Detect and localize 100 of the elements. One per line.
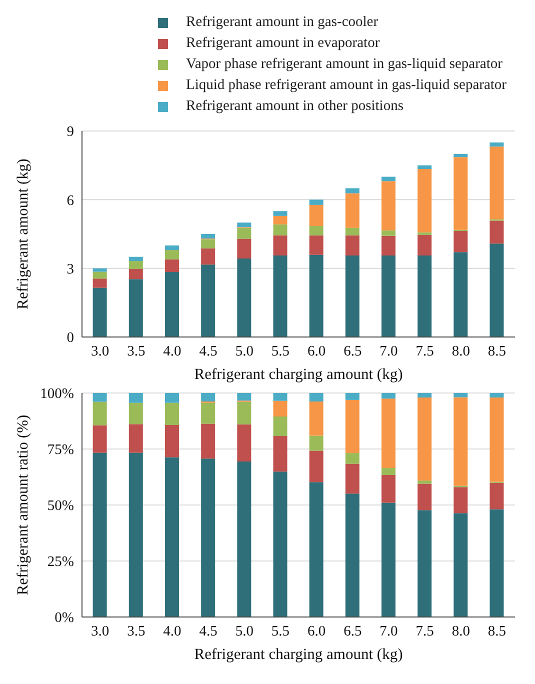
bar <box>92 402 107 426</box>
x-tick-label: 6.5 <box>344 623 362 640</box>
bar <box>273 235 288 256</box>
bar <box>381 256 396 337</box>
x-tick-label: 3.5 <box>127 623 146 640</box>
bar <box>490 142 504 147</box>
bar <box>418 480 432 484</box>
x-tick-label: 5.5 <box>271 623 290 640</box>
y-tick-label: 0% <box>54 610 74 626</box>
bar <box>418 168 432 232</box>
bar <box>418 256 432 337</box>
bar <box>309 200 324 205</box>
x-tick-label: 4.0 <box>163 343 182 360</box>
bar <box>92 393 107 402</box>
bar <box>201 458 216 617</box>
bar <box>418 165 432 169</box>
bar <box>309 402 324 436</box>
bar <box>128 424 143 453</box>
bar <box>490 482 504 510</box>
bar <box>309 436 324 451</box>
bar <box>345 400 360 454</box>
x-tick-label: 3.5 <box>127 343 146 360</box>
bar <box>381 474 396 503</box>
bar <box>309 254 324 337</box>
bar <box>381 181 396 230</box>
y-axis-title: Refrigerant amount ratio (%) <box>14 414 32 596</box>
x-tick-label: 3.0 <box>90 343 110 360</box>
x-tick-label: 6.0 <box>307 623 326 640</box>
y-tick-label: 25% <box>47 554 74 570</box>
bar <box>92 288 107 337</box>
y-tick-label: 6 <box>66 192 74 209</box>
bar <box>490 397 504 482</box>
y-tick-label: 0 <box>66 330 74 346</box>
bar <box>128 256 143 262</box>
bar <box>164 250 179 260</box>
x-tick-label: 5.0 <box>235 623 254 640</box>
bar <box>309 482 324 617</box>
bar <box>490 393 504 398</box>
y-tick-label: 3 <box>66 261 74 278</box>
bar <box>309 235 324 255</box>
bar <box>273 224 288 236</box>
bar <box>128 402 143 424</box>
bar <box>418 510 432 617</box>
bar <box>273 256 288 337</box>
bar <box>273 416 288 436</box>
bar <box>418 234 432 256</box>
x-tick-label: 6.0 <box>307 343 326 360</box>
x-tick-label: 8.5 <box>488 343 506 360</box>
x-tick-label: 4.0 <box>163 623 182 640</box>
x-tick-label: 8.0 <box>452 623 470 640</box>
bar <box>164 457 179 617</box>
x-tick-label: 7.0 <box>380 623 398 640</box>
y-tick-label: 50% <box>47 498 74 514</box>
bar <box>128 452 143 617</box>
x-tick-label: 6.5 <box>344 343 362 360</box>
bar <box>345 393 360 400</box>
bar <box>418 397 432 481</box>
bar <box>273 400 288 417</box>
x-tick-label: 7.5 <box>416 623 434 640</box>
bar <box>345 453 360 464</box>
x-tick-label: 7.0 <box>380 343 398 360</box>
bar <box>237 462 252 617</box>
legend-label: Vapor phase refrigerant amount in gas-liquid separator <box>186 56 502 73</box>
bar <box>454 252 468 337</box>
legend-label: Refrigerant amount in gas-cooler <box>186 14 378 31</box>
x-axis-title: Refrigerant charging amount (kg) <box>194 646 403 663</box>
bar <box>309 393 324 402</box>
bar <box>309 226 324 236</box>
bar <box>92 278 107 288</box>
bar <box>273 216 288 224</box>
bar <box>201 424 216 459</box>
bar <box>164 393 179 403</box>
bar <box>128 269 143 280</box>
bar <box>418 393 432 398</box>
bar <box>345 464 360 494</box>
bar <box>381 176 396 182</box>
bar <box>273 472 288 617</box>
bar <box>309 450 324 482</box>
bar <box>381 230 396 236</box>
bar <box>381 393 396 399</box>
bar <box>164 245 179 250</box>
bar <box>201 402 216 424</box>
bar <box>381 398 396 468</box>
bar <box>237 238 252 258</box>
x-tick-label: 4.5 <box>199 343 218 360</box>
legend-label: Refrigerant amount in other positions <box>186 98 404 115</box>
bar <box>345 193 360 228</box>
bar <box>201 264 216 337</box>
bar <box>381 468 396 475</box>
bar <box>273 436 288 472</box>
bar <box>345 188 360 194</box>
legend-label: Refrigerant amount in evaporator <box>186 35 380 52</box>
bar <box>381 502 396 617</box>
y-tick-label: 100% <box>40 386 74 402</box>
bar <box>237 222 252 228</box>
x-axis-title: Refrigerant charging amount (kg) <box>194 366 403 383</box>
bar <box>237 393 252 401</box>
bar <box>273 393 288 401</box>
bar <box>454 154 468 158</box>
bar <box>345 256 360 337</box>
